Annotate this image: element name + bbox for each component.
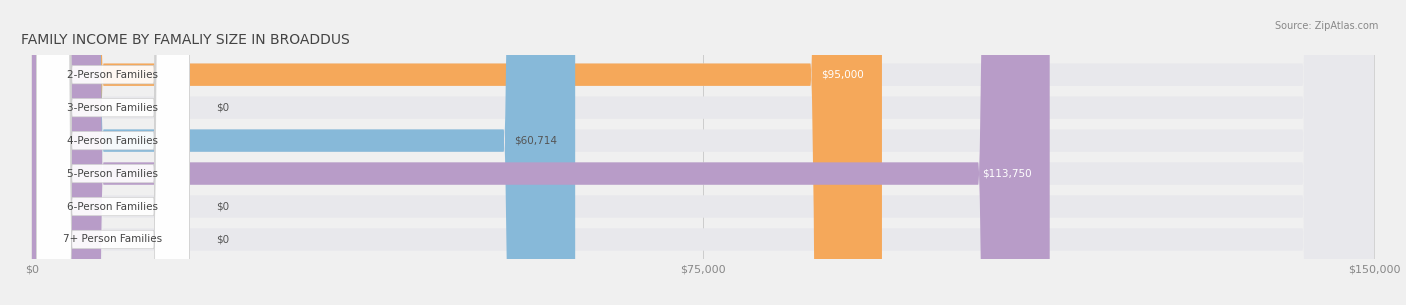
Text: $0: $0 — [217, 235, 229, 245]
FancyBboxPatch shape — [32, 0, 1374, 305]
FancyBboxPatch shape — [32, 0, 1374, 305]
FancyBboxPatch shape — [32, 0, 1374, 305]
Text: FAMILY INCOME BY FAMALIY SIZE IN BROADDUS: FAMILY INCOME BY FAMALIY SIZE IN BROADDU… — [21, 33, 350, 47]
FancyBboxPatch shape — [32, 0, 575, 305]
Text: 7+ Person Families: 7+ Person Families — [63, 235, 163, 245]
Text: $0: $0 — [217, 202, 229, 211]
Text: $0: $0 — [217, 103, 229, 113]
FancyBboxPatch shape — [37, 0, 190, 305]
Text: $95,000: $95,000 — [821, 70, 865, 80]
FancyBboxPatch shape — [32, 0, 1050, 305]
FancyBboxPatch shape — [37, 0, 190, 305]
FancyBboxPatch shape — [32, 0, 1374, 305]
FancyBboxPatch shape — [32, 0, 1374, 305]
FancyBboxPatch shape — [37, 0, 190, 305]
FancyBboxPatch shape — [37, 0, 190, 305]
FancyBboxPatch shape — [32, 0, 1374, 305]
Text: 6-Person Families: 6-Person Families — [67, 202, 159, 211]
Text: 4-Person Families: 4-Person Families — [67, 136, 159, 145]
Text: $113,750: $113,750 — [983, 169, 1032, 178]
Text: Source: ZipAtlas.com: Source: ZipAtlas.com — [1274, 21, 1378, 31]
Text: $60,714: $60,714 — [515, 136, 557, 145]
Text: 2-Person Families: 2-Person Families — [67, 70, 159, 80]
Text: 5-Person Families: 5-Person Families — [67, 169, 159, 178]
FancyBboxPatch shape — [32, 0, 882, 305]
FancyBboxPatch shape — [37, 0, 190, 305]
FancyBboxPatch shape — [37, 0, 190, 305]
Text: 3-Person Families: 3-Person Families — [67, 103, 159, 113]
